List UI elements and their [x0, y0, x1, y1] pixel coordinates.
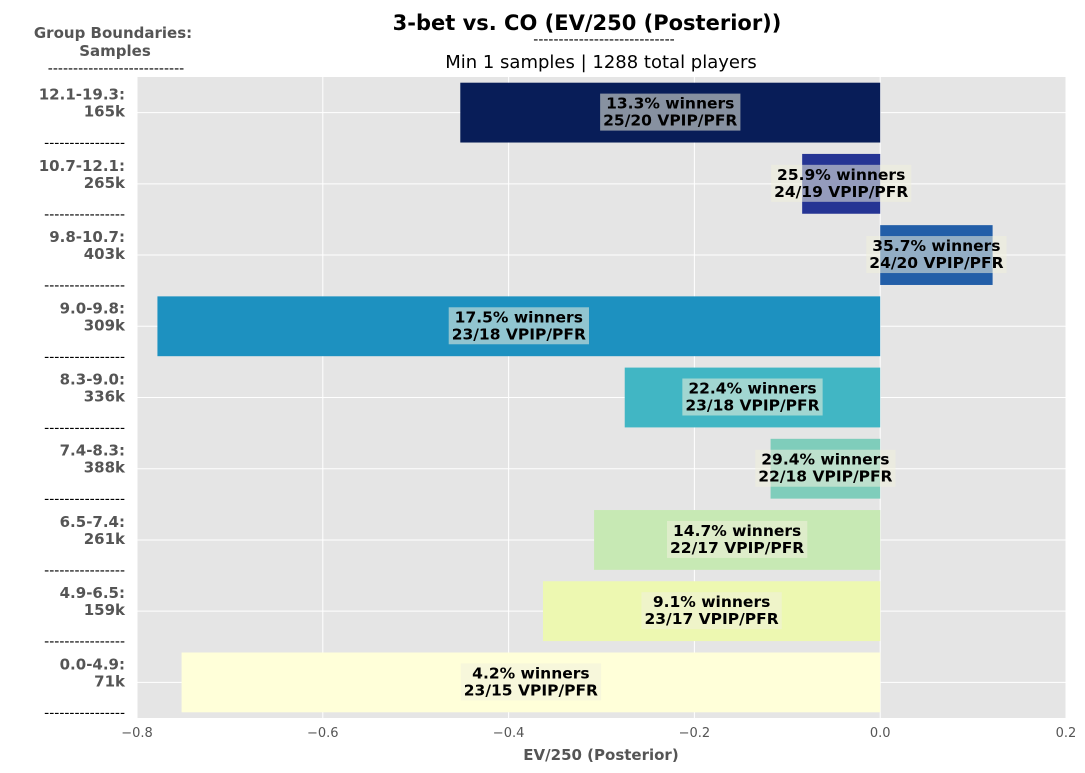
- bar-vpip-label: 23/18 VPIP/PFR: [685, 397, 819, 415]
- y-group-label: 8.3-9.0:: [60, 371, 125, 389]
- group-header-line-2: Samples: [79, 42, 151, 60]
- y-samples-label: 165k: [84, 103, 126, 121]
- y-separator: ----------------: [44, 207, 125, 223]
- y-group-label: 6.5-7.4:: [60, 513, 125, 531]
- bar-winners-label: 17.5% winners: [455, 308, 583, 326]
- y-group-label: 7.4-8.3:: [60, 442, 125, 460]
- y-samples-label: 309k: [84, 316, 126, 334]
- y-samples-label: 261k: [84, 530, 126, 548]
- bar-label-box: [667, 520, 808, 558]
- bar-label-box: [460, 663, 602, 701]
- bar-label-box: [448, 307, 589, 345]
- bar-label-box: [600, 93, 741, 131]
- x-tick-label: −0.8: [121, 726, 153, 741]
- bar-label-box: [682, 378, 823, 416]
- bars: [157, 82, 993, 713]
- bar-winners-label: 25.9% winners: [777, 166, 905, 184]
- x-tick-label: −0.4: [493, 726, 525, 741]
- group-header-line-1: Group Boundaries:: [34, 24, 192, 42]
- y-separator: ----------------: [44, 705, 125, 721]
- y-samples-label: 388k: [84, 459, 126, 477]
- y-samples-label: 336k: [84, 388, 126, 406]
- y-separator: ----------------: [44, 278, 125, 294]
- bar-winners-label: 4.2% winners: [472, 664, 589, 682]
- y-samples-label: 403k: [84, 245, 126, 263]
- y-separator: ----------------: [44, 492, 125, 508]
- bar-winners-label: 14.7% winners: [673, 522, 801, 540]
- y-samples-label: 71k: [94, 672, 126, 690]
- y-group-label: 0.0-4.9:: [60, 655, 125, 673]
- x-tick-label: 0.2: [1056, 726, 1077, 741]
- x-axis-label: EV/250 (Posterior): [523, 746, 678, 764]
- bar-vpip-label: 25/20 VPIP/PFR: [603, 112, 737, 130]
- bar-winners-label: 22.4% winners: [688, 380, 816, 398]
- bar-vpip-label: 23/18 VPIP/PFR: [452, 325, 586, 343]
- title-rule: ----------------------------: [533, 32, 674, 48]
- bar-winners-label: 35.7% winners: [872, 237, 1000, 255]
- y-separator: ----------------: [44, 421, 125, 437]
- y-separator: ----------------: [44, 634, 125, 650]
- bar-vpip-label: 24/19 VPIP/PFR: [774, 183, 908, 201]
- y-axis-labels: 12.1-19.3:165k ---------------- 10.7-12.1:…: [39, 86, 126, 722]
- y-separator: ----------------: [44, 563, 125, 579]
- bar-label-box: [641, 592, 782, 630]
- bar-winners-label: 13.3% winners: [606, 95, 734, 113]
- bar-vpip-label: 23/17 VPIP/PFR: [644, 610, 778, 628]
- bar-vpip-label: 24/20 VPIP/PFR: [869, 254, 1003, 272]
- x-tick-label: −0.6: [307, 726, 339, 741]
- bar-winners-label: 29.4% winners: [761, 451, 889, 469]
- bar-label-box: [771, 164, 912, 202]
- bar-winners-label: 9.1% winners: [653, 593, 770, 611]
- bar-label-box: [866, 236, 1007, 274]
- y-group-label: 12.1-19.3:: [39, 86, 125, 104]
- y-group-label: 9.0-9.8:: [60, 299, 125, 317]
- y-group-label: 10.7-12.1:: [39, 157, 125, 175]
- y-separator: ----------------: [44, 349, 125, 365]
- y-separator: ----------------: [44, 136, 125, 152]
- bar-vpip-label: 22/17 VPIP/PFR: [670, 539, 804, 557]
- y-samples-label: 159k: [84, 601, 126, 619]
- x-tick-label: −0.2: [679, 726, 711, 741]
- bar-vpip-label: 22/18 VPIP/PFR: [758, 468, 892, 486]
- group-header-rule: ---------------------------: [48, 61, 184, 77]
- y-samples-label: 265k: [84, 174, 126, 192]
- x-axis-ticks: −0.8 −0.6 −0.4 −0.2 0.0 0.2: [121, 726, 1076, 741]
- bar-vpip-label: 23/15 VPIP/PFR: [464, 681, 598, 699]
- chart-subtitle: Min 1 samples | 1288 total players: [445, 52, 757, 73]
- bar-label-box: [755, 449, 896, 487]
- y-group-label: 4.9-6.5:: [60, 584, 125, 602]
- x-tick-label: 0.0: [870, 726, 891, 741]
- chart-title: 3-bet vs. CO (EV/250 (Posterior)): [393, 11, 782, 35]
- y-group-label: 9.8-10.7:: [49, 228, 125, 246]
